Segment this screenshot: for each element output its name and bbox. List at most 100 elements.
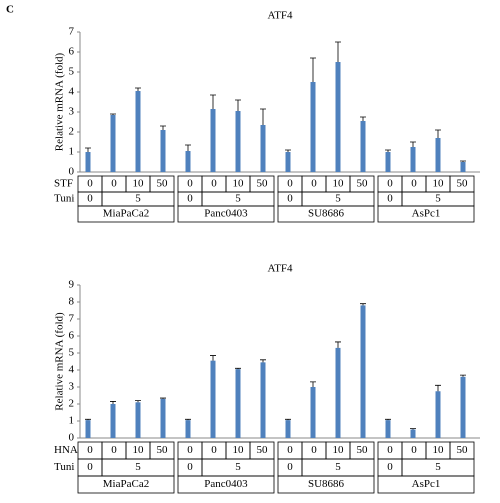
y-tick-label: 3 — [69, 106, 75, 118]
bar — [235, 111, 241, 172]
tuni-dose: 0 — [287, 461, 293, 473]
y-tick-label: 5 — [69, 66, 75, 78]
panel-label: C — [6, 4, 14, 16]
y-tick-label: 6 — [69, 330, 75, 342]
tuni-dose: 5 — [435, 461, 441, 473]
cell-line-name: AsPc1 — [412, 478, 441, 490]
y-tick-label: 3 — [69, 381, 75, 393]
error-bar — [285, 418, 291, 421]
bar — [210, 360, 216, 438]
drug-dose: 50 — [357, 444, 369, 456]
drug-dose: 50 — [157, 178, 169, 190]
bar — [285, 152, 291, 172]
drug-dose: 0 — [211, 444, 217, 456]
y-tick-label: 8 — [69, 296, 75, 308]
drug-dose: 50 — [457, 178, 469, 190]
bar — [310, 82, 316, 172]
bar — [335, 62, 341, 172]
bar — [260, 362, 266, 438]
drug-dose: 10 — [233, 178, 245, 190]
table-cell — [177, 475, 275, 494]
error-bar — [210, 355, 216, 361]
error-bar — [460, 374, 466, 377]
error-bar — [435, 384, 441, 392]
tuni-dose: 5 — [335, 461, 341, 473]
error-bar — [160, 125, 166, 130]
tuni-dose: 0 — [187, 461, 193, 473]
cell-line-name: MiaPaCa2 — [103, 478, 149, 490]
drug-dose: 0 — [411, 178, 417, 190]
cell-line-name: SU8686 — [308, 208, 345, 220]
drug-dose: 10 — [333, 178, 345, 190]
bar — [210, 109, 216, 172]
bar — [85, 152, 91, 172]
y-tick-label: 4 — [69, 364, 75, 376]
drug-dose: 50 — [457, 444, 469, 456]
y-tick-label: 6 — [69, 46, 75, 58]
y-tick-label: 9 — [69, 279, 75, 291]
error-bar — [435, 129, 441, 138]
drug-dose: 0 — [311, 444, 317, 456]
bar — [360, 305, 366, 438]
drug-dose: 0 — [311, 178, 317, 190]
tuni-dose: 0 — [87, 193, 93, 205]
cell-line-name: Panc0403 — [204, 478, 248, 490]
bar — [185, 420, 191, 438]
error-bar — [335, 341, 341, 348]
drug-dose: 0 — [87, 444, 93, 456]
tuni-dose: 0 — [187, 193, 193, 205]
bar — [110, 404, 116, 438]
drug-dose: 0 — [287, 178, 293, 190]
bar — [385, 152, 391, 172]
table-cell — [77, 475, 175, 494]
tuni-dose: 0 — [287, 193, 293, 205]
bar — [410, 147, 416, 172]
bar — [435, 138, 441, 172]
drug-dose: 10 — [133, 178, 145, 190]
table-cell — [277, 475, 375, 494]
drug-dose: 0 — [211, 178, 217, 190]
tuni-dose: 5 — [135, 193, 141, 205]
drug-dose: 0 — [111, 178, 117, 190]
bar — [235, 369, 241, 438]
bar — [310, 387, 316, 438]
drug-dose: 10 — [233, 444, 245, 456]
bar — [335, 347, 341, 438]
error-bar — [235, 99, 241, 111]
bar — [160, 130, 166, 172]
drug-dose: 10 — [133, 444, 145, 456]
error-bar — [85, 418, 91, 421]
cell-line-name: AsPc1 — [412, 208, 441, 220]
table-cell — [177, 205, 275, 223]
drug-dose: 0 — [387, 178, 393, 190]
error-bar — [135, 400, 141, 403]
bar — [260, 125, 266, 172]
bar — [285, 420, 291, 438]
tuni-dose: 5 — [335, 193, 341, 205]
error-bar — [235, 367, 241, 370]
error-bar — [110, 401, 116, 404]
tuni-dose: 5 — [235, 461, 241, 473]
bar — [460, 162, 466, 172]
y-tick-label: 0 — [69, 432, 75, 444]
drug-dose: 10 — [433, 178, 445, 190]
row-label: HNA — [54, 444, 78, 456]
error-bar — [110, 113, 116, 115]
error-bar — [135, 87, 141, 91]
bar — [160, 398, 166, 438]
error-bar — [410, 141, 416, 147]
y-tick-label: 7 — [69, 313, 75, 325]
table-cell — [277, 205, 375, 223]
y-tick-label: 1 — [69, 146, 75, 158]
bar — [360, 121, 366, 172]
error-bar — [160, 397, 166, 399]
drug-dose: 0 — [387, 444, 393, 456]
error-bar — [460, 160, 466, 162]
bar — [460, 376, 466, 438]
row-label: STF — [54, 178, 73, 190]
y-tick-label: 2 — [69, 126, 75, 138]
drug-dose: 10 — [333, 444, 345, 456]
error-bar — [310, 57, 316, 82]
row-label: Tuni — [54, 193, 74, 205]
